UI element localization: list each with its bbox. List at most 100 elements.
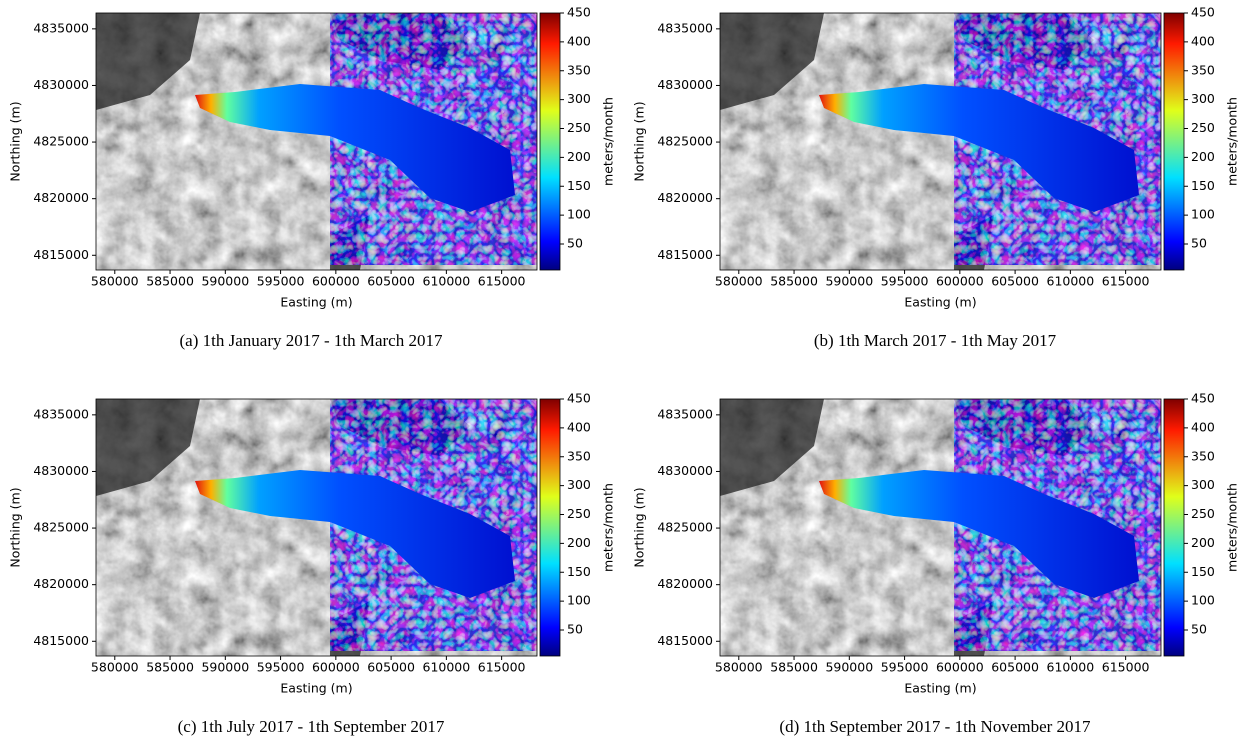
colorbar [1164,399,1184,656]
y-tick-label: 4815000 [657,633,713,648]
x-tick-label: 610000 [423,274,471,289]
colorbar-tick-label: 450 [567,391,591,406]
colorbar-tick-label: 50 [1191,622,1207,637]
colorbar-tick-label: 350 [567,62,591,77]
x-axis-label: Easting (m) [904,681,976,696]
x-axis-label: Easting (m) [904,295,976,310]
x-tick-label: 600000 [312,660,360,675]
colorbar-tick-label: 250 [1191,506,1215,521]
x-tick-label: 585000 [146,660,194,675]
colorbar-tick-label: 300 [567,477,591,492]
x-tick-label: 580000 [715,660,763,675]
y-tick-label: 4835000 [657,406,713,421]
colorbar-tick-label: 450 [1191,391,1215,406]
x-tick-label: 595000 [257,660,305,675]
colorbar-tick-label: 450 [1191,5,1215,20]
x-tick-label: 595000 [257,274,305,289]
colorbar-label: meters/month [1225,97,1240,186]
colorbar-tick-label: 350 [567,448,591,463]
colorbar-tick-label: 350 [1191,448,1215,463]
colorbar-tick-label: 250 [567,120,591,135]
figure: 580000 585000 590000 595000 600000 605000 6100… [0,0,1245,738]
x-tick-label: 590000 [201,660,249,675]
x-tick-label: 600000 [936,274,984,289]
y-axis-label: Northing (m) [632,487,647,567]
x-axis-label: Easting (m) [280,681,352,696]
y-tick-label: 4825000 [657,134,713,149]
caption: (c) 1th July 2017 - 1th September 2017 [178,717,445,736]
colorbar-tick-label: 100 [567,207,591,222]
x-tick-label: 595000 [881,660,929,675]
colorbar-tick-label: 300 [567,91,591,106]
colorbar-tick-label: 200 [567,149,591,164]
x-tick-label: 615000 [1102,660,1150,675]
x-tick-label: 605000 [367,274,415,289]
y-tick-label: 4820000 [657,576,713,591]
y-tick-label: 4835000 [33,406,89,421]
caption: (b) 1th March 2017 - 1th May 2017 [814,331,1057,350]
colorbar-tick-label: 100 [1191,207,1215,222]
x-tick-label: 585000 [146,274,194,289]
colorbar-tick-label: 250 [1191,120,1215,135]
map [96,13,537,270]
colorbar [1164,13,1184,270]
x-tick-label: 610000 [1047,274,1095,289]
colorbar-tick-label: 350 [1191,62,1215,77]
y-tick-label: 4820000 [657,190,713,205]
colorbar-tick-label: 300 [1191,91,1215,106]
x-tick-label: 600000 [936,660,984,675]
x-tick-label: 585000 [770,274,818,289]
x-tick-label: 590000 [201,274,249,289]
y-axis-label: Northing (m) [8,487,23,567]
colorbar-tick-label: 50 [1191,236,1207,251]
colorbar-tick-label: 250 [567,506,591,521]
colorbar-tick-label: 150 [1191,564,1215,579]
y-tick-label: 4815000 [33,633,89,648]
panel: 580000 585000 590000 595000 600000 605000 6100… [8,5,616,350]
y-tick-label: 4815000 [657,247,713,262]
colorbar-tick-label: 450 [567,5,591,20]
x-tick-label: 615000 [478,660,526,675]
x-tick-label: 580000 [91,660,139,675]
x-tick-label: 610000 [423,660,471,675]
map [720,13,1161,270]
y-tick-label: 4830000 [33,463,89,478]
x-tick-label: 585000 [770,660,818,675]
x-tick-label: 605000 [991,274,1039,289]
colorbar [540,399,560,656]
colorbar-tick-label: 150 [567,178,591,193]
x-tick-label: 595000 [881,274,929,289]
colorbar-tick-label: 400 [567,419,591,434]
colorbar-tick-label: 100 [1191,593,1215,608]
y-tick-label: 4825000 [657,520,713,535]
colorbar-tick-label: 200 [1191,535,1215,550]
colorbar-tick-label: 200 [567,535,591,550]
y-tick-label: 4825000 [33,520,89,535]
map [96,399,537,656]
x-axis-label: Easting (m) [280,295,352,310]
y-tick-label: 4820000 [33,190,89,205]
page: {"chart_data": [ {"type": "quiver", "cap… [0,0,1245,738]
colorbar-label: meters/month [601,97,616,186]
x-tick-label: 615000 [478,274,526,289]
x-tick-label: 580000 [715,274,763,289]
x-tick-label: 615000 [1102,274,1150,289]
y-tick-label: 4830000 [657,463,713,478]
y-tick-label: 4835000 [33,20,89,35]
colorbar-tick-label: 50 [567,622,583,637]
caption: (a) 1th January 2017 - 1th March 2017 [180,331,443,350]
y-axis-label: Northing (m) [8,101,23,181]
x-tick-label: 605000 [991,660,1039,675]
y-axis-label: Northing (m) [632,101,647,181]
y-tick-label: 4830000 [33,77,89,92]
colorbar-tick-label: 50 [567,236,583,251]
y-tick-label: 4825000 [33,134,89,149]
colorbar-label: meters/month [601,483,616,572]
colorbar-tick-label: 400 [1191,33,1215,48]
colorbar-tick-label: 150 [1191,178,1215,193]
x-tick-label: 600000 [312,274,360,289]
x-tick-label: 580000 [91,274,139,289]
